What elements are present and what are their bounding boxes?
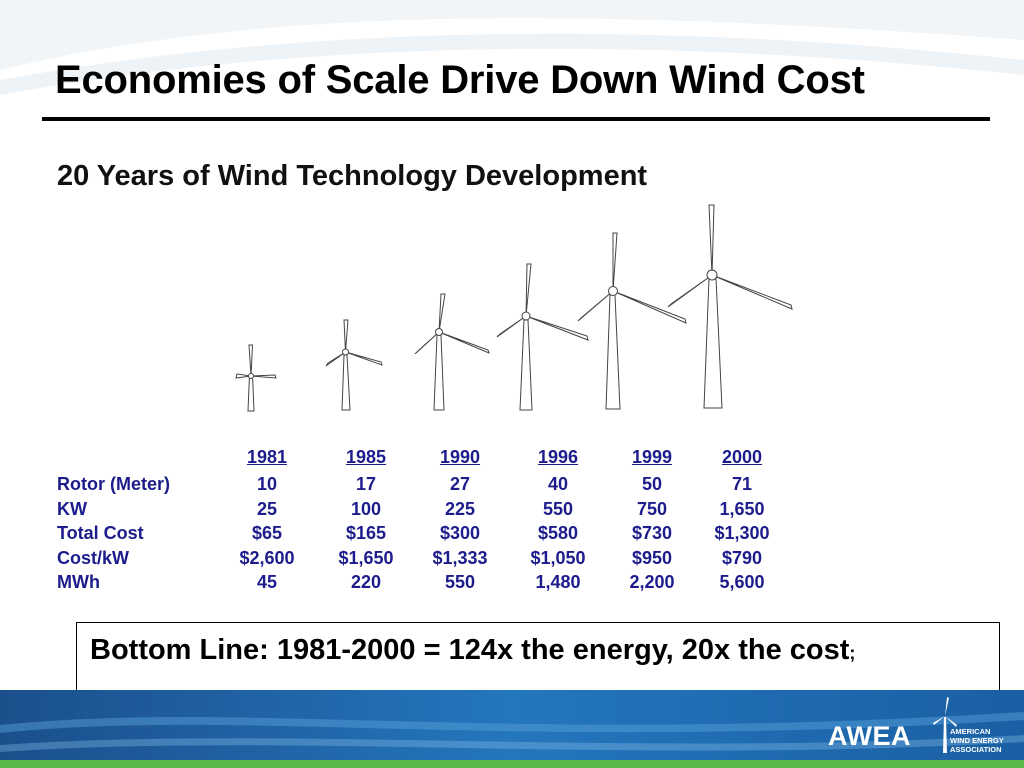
bottom-line-callout: Bottom Line: 1981-2000 = 124x the energy… <box>76 622 1000 700</box>
table-cell: 220 <box>350 572 382 592</box>
row-label-cost-per-kw: Cost/kW <box>57 548 129 568</box>
year-header: 1981 <box>246 447 288 467</box>
turbine-2000 <box>667 204 793 409</box>
logo-subtitle: AMERICAN WIND ENERGY ASSOCIATION <box>950 727 1004 754</box>
table-cell: $950 <box>631 548 673 568</box>
bottom-line-text: Bottom Line: 1981-2000 = 124x the energy… <box>90 634 855 667</box>
table-cell: 1,480 <box>535 572 581 592</box>
table-cell: 27 <box>449 474 471 494</box>
table-cell: 45 <box>256 572 278 592</box>
row-label-kw: KW <box>57 499 87 519</box>
table-cell: 750 <box>636 499 668 519</box>
row-label-total-cost: Total Cost <box>57 523 144 543</box>
table-cell: 1,650 <box>719 499 765 519</box>
table-cell: $65 <box>251 523 283 543</box>
bottom-line-mark: ; <box>849 643 856 663</box>
slide-title: Economies of Scale Drive Down Wind Cost <box>55 58 865 102</box>
turbine-1999 <box>577 232 687 410</box>
awea-logo: AWEA AMERICAN WIND ENERGY ASSOCIATION <box>820 695 1020 757</box>
row-label-rotor: Rotor (Meter) <box>57 474 170 494</box>
turbine-1990 <box>414 293 490 411</box>
table-cell: 100 <box>350 499 382 519</box>
turbine-stats-table: 1981 1985 1990 1996 1999 2000 Rotor (Met… <box>0 445 1024 605</box>
table-cell: 225 <box>444 499 476 519</box>
logo-subtitle-line: WIND ENERGY <box>950 736 1004 745</box>
year-header: 1996 <box>537 447 579 467</box>
bottom-line-statement: Bottom Line: 1981-2000 = 124x the energy… <box>90 634 850 666</box>
table-cell: $1,300 <box>714 523 770 543</box>
table-cell: 5,600 <box>719 572 765 592</box>
title-underline-rule <box>42 117 990 121</box>
year-header: 1999 <box>631 447 673 467</box>
year-header: 1985 <box>345 447 387 467</box>
turbine-1996 <box>496 263 589 411</box>
table-cell: $1,050 <box>530 548 586 568</box>
year-header: 2000 <box>721 447 763 467</box>
header-swoosh-background <box>0 0 1024 95</box>
slide-subtitle: 20 Years of Wind Technology Development <box>57 160 648 192</box>
logo-wordmark: AWEA <box>828 721 911 751</box>
table-cell: 2,200 <box>629 572 675 592</box>
table-cell: $580 <box>537 523 579 543</box>
table-cell: 17 <box>355 474 377 494</box>
logo-subtitle-line: AMERICAN <box>950 727 991 736</box>
table-cell: 550 <box>542 499 574 519</box>
table-cell: 550 <box>444 572 476 592</box>
table-cell: 40 <box>547 474 569 494</box>
table-cell: $165 <box>345 523 387 543</box>
turbine-1985 <box>325 319 383 411</box>
table-cell: $300 <box>439 523 481 543</box>
table-cell: $730 <box>631 523 673 543</box>
table-cell: $1,333 <box>432 548 488 568</box>
table-cell: 50 <box>641 474 663 494</box>
turbine-1981 <box>235 344 277 412</box>
table-cell: 10 <box>256 474 278 494</box>
table-cell: $1,650 <box>338 548 394 568</box>
row-label-mwh: MWh <box>57 572 100 592</box>
footer-wave-band <box>0 690 1024 768</box>
table-cell: 25 <box>256 499 278 519</box>
table-cell: 71 <box>731 474 753 494</box>
table-cell: $790 <box>721 548 763 568</box>
year-header: 1990 <box>439 447 481 467</box>
logo-turbine-icon <box>933 697 957 753</box>
turbine-illustration <box>235 204 793 412</box>
table-cell: $2,600 <box>239 548 295 568</box>
logo-subtitle-line: ASSOCIATION <box>950 745 1002 754</box>
